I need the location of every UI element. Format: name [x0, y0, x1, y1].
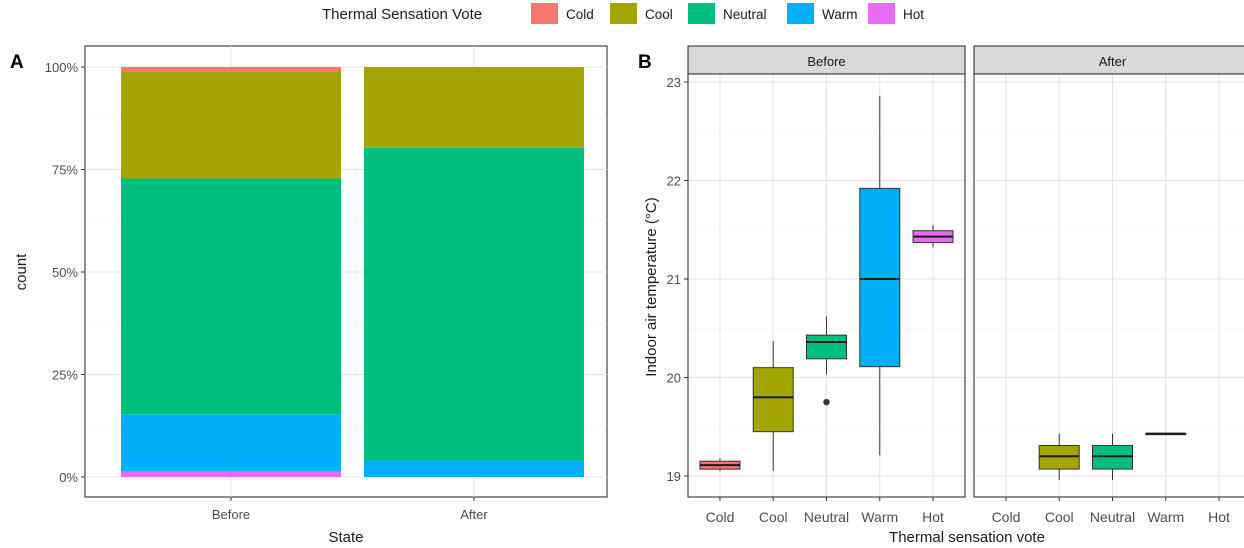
box-body — [806, 334, 847, 360]
box-body — [752, 367, 794, 433]
panel-a-x-tick-label: After — [460, 507, 488, 522]
facet-x-tick-label: Warm — [861, 509, 898, 525]
panel-b: B Before Cold Cool Neutral Warm Hot After Cold C… — [638, 45, 1244, 546]
panel-b-y-tick-label: 21 — [667, 272, 681, 287]
box-after-warm — [1145, 432, 1187, 436]
panel-a-bars — [121, 67, 584, 477]
bar-segment-after-neutral — [364, 147, 584, 461]
bar-segment-after-cool — [364, 67, 584, 148]
legend-key-cold — [531, 3, 558, 24]
bar-segment-before-cool — [121, 71, 341, 179]
box-after-neutral — [1092, 433, 1133, 480]
facet-strip — [687, 45, 966, 75]
panel-b-x-label: Thermal sensation vote — [889, 529, 1045, 546]
legend-label-neutral: Neutral — [723, 7, 767, 22]
panel-a-y-tick-label: 25% — [52, 368, 78, 383]
panel-a: A 0% 25% 50% 75% 100% Before After State coun… — [10, 45, 608, 546]
facet-x-tick-label: Neutral — [804, 509, 849, 525]
facet-x-tick-label: Warm — [1147, 509, 1184, 525]
box-before-hot — [912, 224, 954, 248]
box-outlier — [823, 398, 830, 406]
facet-x-tick-label: Cold — [992, 509, 1021, 525]
legend-key-hot — [868, 3, 895, 24]
bar-segment-before-cold — [121, 67, 341, 72]
bar-segment-after-warm — [364, 460, 584, 477]
facet-x-tick-label: Hot — [1208, 509, 1230, 525]
facet-x-tick-label: Cold — [706, 509, 735, 525]
panel-a-y-tick-label: 50% — [52, 265, 78, 280]
box-after-cool — [1038, 433, 1080, 480]
legend-label-cold: Cold — [566, 7, 594, 22]
panel-a-y-label: count — [13, 253, 30, 291]
legend: Thermal Sensation Vote Cold Cool Neutral Wa… — [322, 3, 924, 24]
facet-x-tick-label: Neutral — [1090, 509, 1135, 525]
panel-a-x-ticks: Before After — [212, 497, 488, 522]
facet-x-tick-label: Cool — [759, 509, 788, 525]
legend-key-neutral — [688, 3, 715, 24]
panel-a-x-label: State — [328, 529, 363, 546]
panel-b-y-label: Indoor air temperature (°C) — [643, 197, 660, 376]
facet-x-tick-label: Hot — [922, 509, 944, 525]
legend-key-warm — [787, 3, 814, 24]
facet-plot-area — [974, 74, 1244, 497]
box-body — [859, 187, 901, 368]
legend-key-cool — [610, 3, 637, 24]
panel-a-y-tick-label: 100% — [45, 60, 79, 75]
legend-title: Thermal Sensation Vote — [322, 6, 482, 23]
panel-a-x-tick-label: Before — [212, 507, 250, 522]
legend-label-hot: Hot — [903, 7, 924, 22]
panel-b-y-tick-label: 19 — [667, 469, 681, 484]
panel-a-tag: A — [10, 52, 24, 73]
facet-after: After Cold Cool Neutral Warm Hot — [973, 45, 1244, 525]
box-before-cold — [699, 458, 741, 472]
box-before-neutral — [806, 316, 847, 406]
facet-strip-label: Before — [807, 54, 845, 69]
facet-before: Before Cold Cool Neutral Warm Hot — [687, 45, 966, 525]
legend-label-cool: Cool — [645, 7, 673, 22]
panel-b-y-tick-label: 20 — [667, 371, 681, 386]
panel-a-y-tick-label: 75% — [52, 163, 78, 178]
bar-segment-before-warm — [121, 414, 341, 472]
panel-a-y-tick-label: 0% — [59, 470, 78, 485]
panel-b-y-tick-label: 22 — [667, 174, 681, 189]
bar-segment-before-neutral — [121, 178, 341, 415]
panel-b-y-tick-label: 23 — [667, 75, 681, 90]
panel-a-y-ticks: 0% 25% 50% 75% 100% — [45, 60, 85, 485]
panel-b-tag: B — [638, 52, 652, 73]
legend-label-warm: Warm — [822, 7, 858, 22]
facet-strip-label: After — [1099, 54, 1127, 69]
panel-b-facets: Before Cold Cool Neutral Warm Hot After Cold Coo… — [687, 45, 1244, 525]
bar-segment-before-hot — [121, 471, 341, 477]
panel-b-y-ticks: 19 20 21 22 23 — [667, 75, 688, 484]
facet-x-tick-label: Cool — [1045, 509, 1074, 525]
box-before-cool — [752, 341, 794, 472]
box-before-warm — [859, 95, 901, 456]
